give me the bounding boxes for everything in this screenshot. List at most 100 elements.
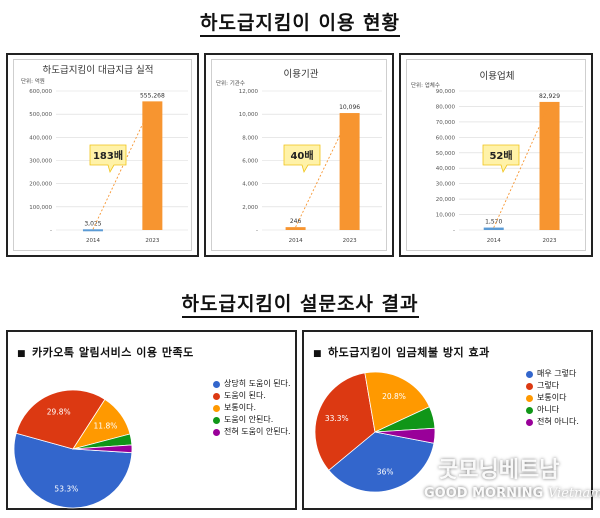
y-tick-label: 300,000 — [29, 159, 52, 165]
bar — [539, 101, 560, 230]
chart-title: 이용기관 — [284, 69, 319, 80]
y-tick-label: 90,000 — [436, 89, 456, 95]
chart-title: 이용업체 — [480, 70, 515, 82]
legend-label: 보통이다 — [537, 393, 567, 402]
y-tick-label: 80,000 — [436, 104, 456, 110]
legend-label: 매우 그렇다 — [537, 369, 577, 378]
pie-slice — [374, 427, 436, 444]
legend-swatch — [526, 418, 533, 426]
x-tick-label: 2023 — [145, 238, 159, 244]
legend-item: 전혀 도움이 안된다. — [213, 426, 291, 438]
bar — [339, 113, 360, 230]
pie-slice — [72, 444, 133, 454]
pie-slice — [328, 431, 435, 493]
y-tick-label: 500,000 — [29, 112, 52, 118]
legend-item: 그렇다 — [526, 380, 579, 392]
legend-label: 상당히 도움이 된다. — [224, 379, 291, 388]
legend-swatch — [526, 394, 533, 402]
trend-line — [295, 114, 351, 228]
bar — [483, 227, 504, 230]
y-tick-label: 4,000 — [242, 182, 258, 188]
slice-label: 11.8% — [94, 421, 118, 430]
data-label: 10,096 — [339, 104, 360, 111]
legend-swatch — [213, 428, 220, 436]
legend-swatch — [526, 370, 533, 378]
pie-slice — [364, 371, 430, 433]
trend-line — [92, 103, 153, 230]
pie-slice — [13, 432, 133, 509]
y-tick-label: 70,000 — [436, 120, 456, 126]
slice-label: 36% — [377, 468, 394, 477]
x-tick-label: 2023 — [343, 238, 357, 244]
y-tick-label: 40,000 — [436, 166, 456, 172]
y-tick-label: - — [50, 228, 52, 234]
y-tick-label: 60,000 — [436, 135, 456, 141]
survey-results-title: 하도급지킴이 설문조사 결과 — [0, 289, 600, 318]
legend-label: 전혀 도움이 안된다. — [224, 427, 291, 436]
unit-label: 단위: 업체수 — [411, 81, 440, 89]
bar — [142, 101, 163, 230]
legend-item: 도움이 안된다. — [213, 414, 291, 426]
growth-label: 40배 — [290, 149, 313, 162]
slice-label: 29.8% — [47, 408, 71, 417]
slice-label: 33.3% — [325, 414, 349, 423]
trend-line — [493, 103, 550, 228]
pie-chart-svg: 53.3% 29.8% 11.8% — [13, 389, 133, 509]
legend-item: 보통이다. — [213, 402, 291, 414]
pie-slice — [15, 389, 106, 450]
bar — [285, 227, 306, 230]
legend-swatch — [526, 406, 533, 414]
legend-item: 아니다 — [526, 404, 579, 416]
legend-label: 그렇다 — [537, 381, 560, 390]
bar-chart-payments: 하도급지킴이 대급지급 실적 단위: 억원 - 100,000 200,000 300,0… — [6, 53, 199, 257]
y-tick-label: 8,000 — [242, 135, 258, 141]
y-tick-label: 20,000 — [436, 197, 456, 203]
growth-label: 183배 — [93, 149, 123, 162]
y-tick-label: - — [256, 228, 258, 234]
y-tick-label: 10,000 — [436, 213, 456, 219]
y-tick-label: 10,000 — [239, 112, 259, 118]
y-tick-label: 12,000 — [239, 89, 259, 95]
legend-item: 전혀 아니다. — [526, 416, 579, 428]
legend-label: 도움이 된다. — [224, 391, 266, 400]
x-tick-label: 2014 — [86, 238, 100, 244]
pie-legend: 상당히 도움이 된다. 도움이 된다. 보통이다. 도움이 안된다. 전혀 도움이 안된… — [213, 378, 291, 438]
legend-item: 도움이 된다. — [213, 390, 291, 402]
growth-callout — [89, 144, 127, 174]
legend-item: 매우 그렇다 — [526, 368, 579, 380]
pie-chart-kakao-satisfaction: 카카오톡 알림서비스 이용 만족도 53.3% 29.8% 11.8% 상당히 도움… — [6, 330, 297, 510]
x-tick-label: 2023 — [543, 238, 557, 244]
y-tick-label: 100,000 — [29, 205, 52, 211]
data-label: 1,570 — [485, 219, 502, 226]
pie-chart-wage-arrears: 하도급지킴이 임금체불 방지 효과 36% 33.3% 20.8% 매우 그렇다그렇… — [302, 330, 593, 510]
legend-swatch — [213, 404, 220, 412]
chart-title: 하도급지킴이 대급지급 실적 — [43, 64, 154, 76]
slice-label: 53.3% — [54, 485, 78, 494]
y-tick-label: 30,000 — [436, 182, 456, 188]
legend-item: 보통이다 — [526, 392, 579, 404]
y-tick-label: 6,000 — [242, 159, 258, 165]
slice-label: 20.8% — [382, 392, 406, 401]
y-tick-label: - — [453, 228, 455, 234]
data-label: 555,268 — [140, 92, 165, 99]
pie-slice — [314, 372, 376, 471]
y-tick-label: 200,000 — [29, 182, 52, 188]
pie-chart-title: 카카오톡 알림서비스 이용 만족도 — [17, 344, 194, 360]
legend-label: 아니다 — [537, 405, 560, 414]
y-tick-label: 50,000 — [436, 151, 456, 157]
pie-chart-svg: 36% 33.3% 20.8% — [314, 371, 436, 493]
legend-swatch — [213, 416, 220, 424]
data-label: 82,929 — [539, 93, 560, 100]
unit-label: 단위: 억원 — [21, 77, 45, 85]
legend-swatch — [213, 380, 220, 388]
unit-label: 단위: 기관수 — [216, 79, 245, 87]
y-tick-label: 2,000 — [242, 205, 258, 211]
legend-swatch — [213, 392, 220, 400]
legend-swatch — [526, 382, 533, 390]
